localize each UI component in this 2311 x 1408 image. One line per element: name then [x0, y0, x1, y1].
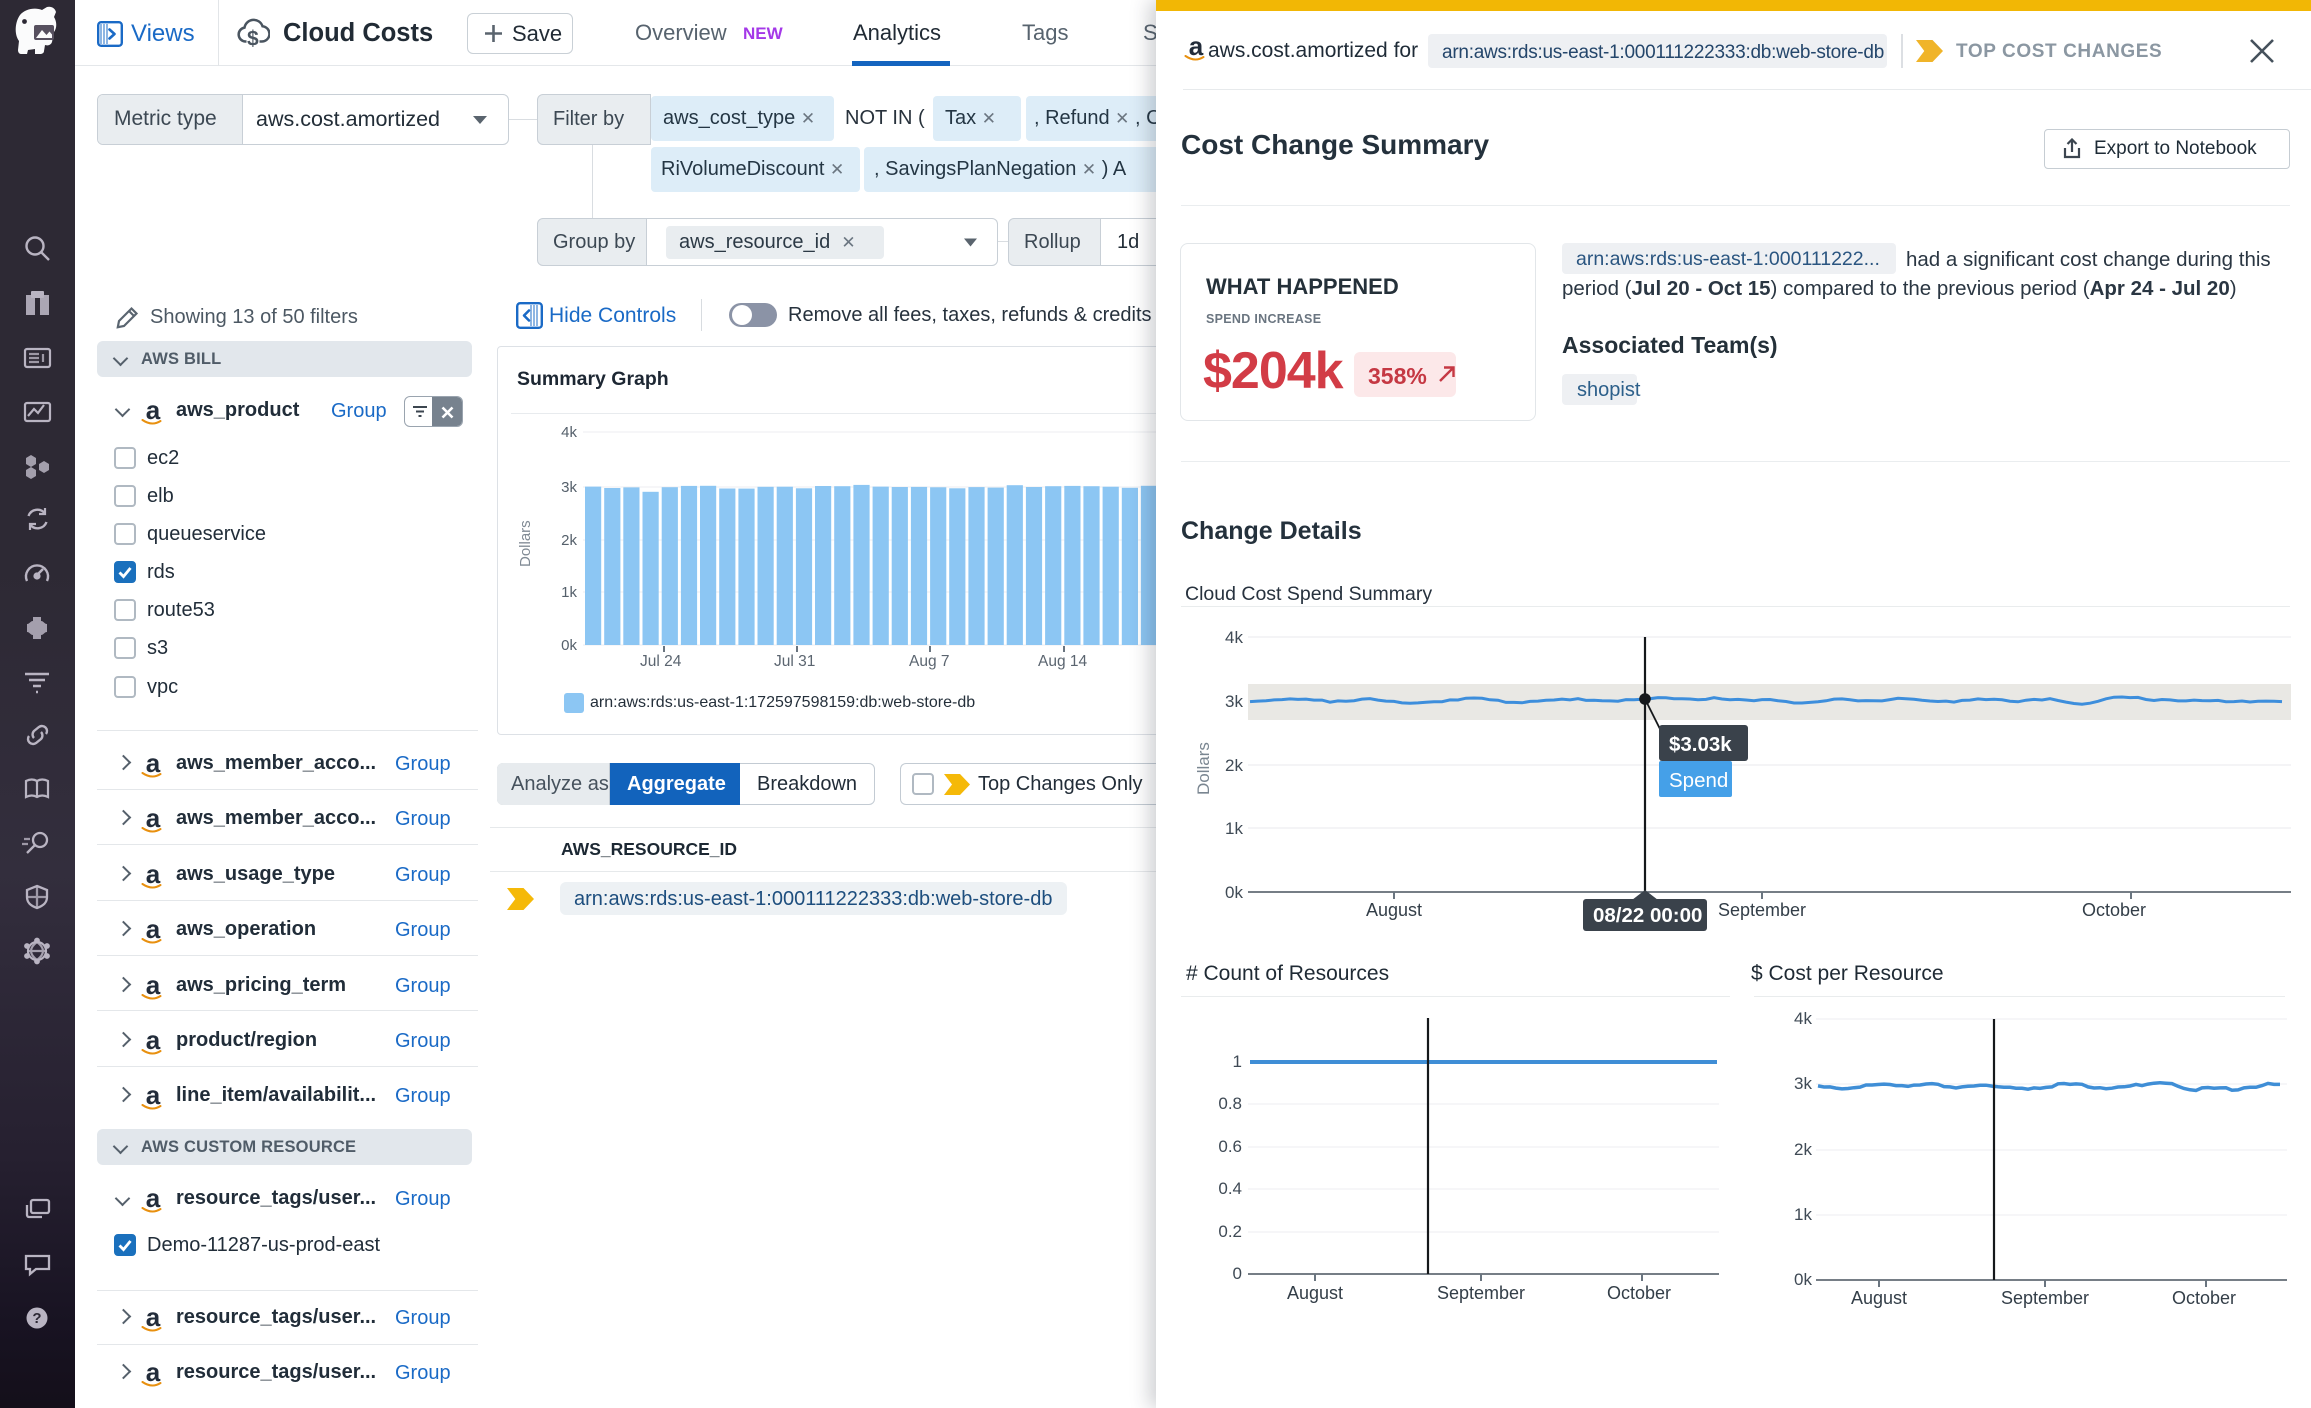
svg-text:$: $: [247, 28, 259, 49]
svg-text:?: ?: [32, 1310, 41, 1327]
